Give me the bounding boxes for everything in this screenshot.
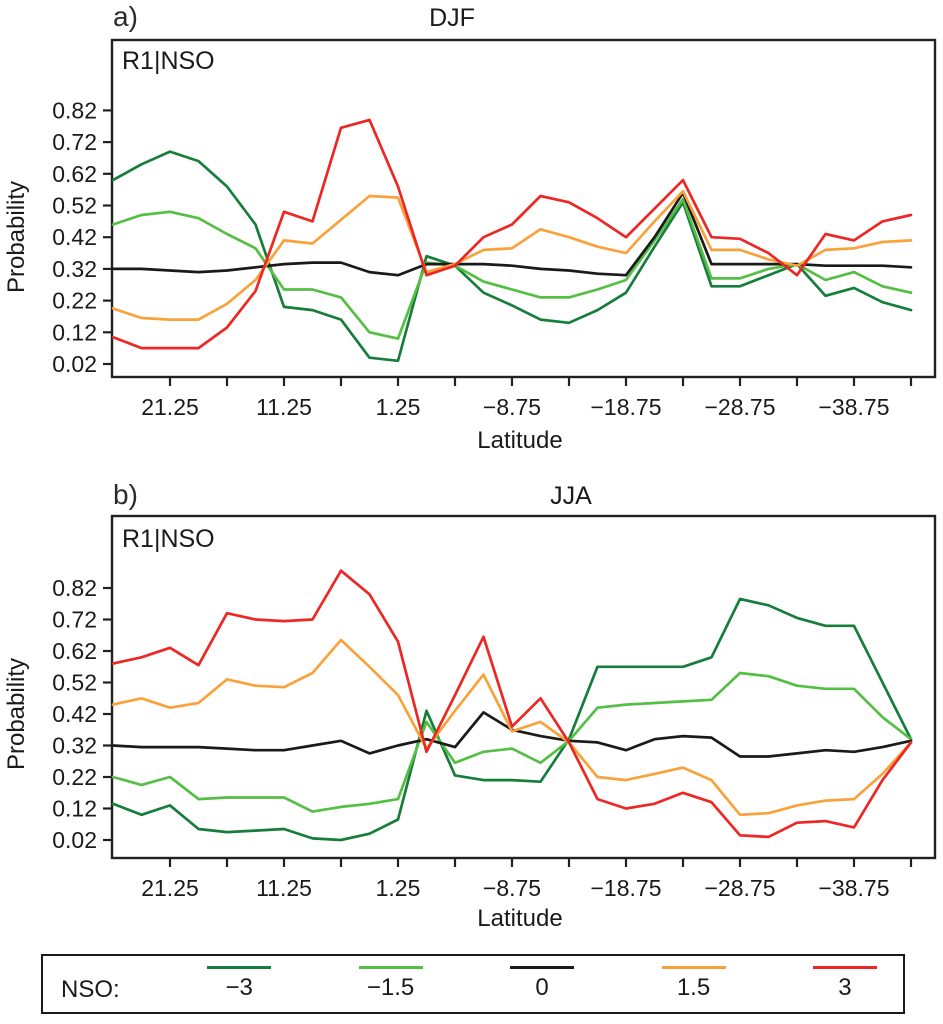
x-tick-label: 21.25 <box>141 394 199 420</box>
x-tick-label: 1.25 <box>376 394 421 420</box>
panel-b-xlabel: Latitude <box>477 905 563 932</box>
x-tick-label: −28.75 <box>705 394 776 420</box>
legend-swatch-1 <box>358 966 423 969</box>
legend-label-1: −1.5 <box>366 974 415 1001</box>
panel-a-corner-label: a) <box>113 1 138 32</box>
y-tick-label: 0.22 <box>52 288 97 314</box>
y-tick-label: 0.12 <box>52 319 97 345</box>
panel-b-chart: 0.02 0.12 0.22 0.32 0.42 0.52 0.62 0.72 0.82 21.2… <box>52 514 937 901</box>
panel-b-annotation: R1|NSO <box>122 525 215 553</box>
y-tick-label: 0.52 <box>52 670 97 696</box>
x-tick-label: −38.75 <box>819 394 890 420</box>
series-line-NSO0 <box>111 191 913 277</box>
series-line-NSO1.5 <box>111 671 913 813</box>
series-line-NSO3 <box>111 118 913 350</box>
y-tick-label: 0.72 <box>52 607 97 633</box>
y-tick-label: 0.62 <box>52 638 97 664</box>
panel-a-title: DJF <box>429 4 475 32</box>
x-tick-label: 11.25 <box>256 875 312 901</box>
y-tick-label: 0.62 <box>52 161 97 187</box>
panel-b-corner-label: b) <box>113 479 138 510</box>
series-line-NSO3 <box>111 569 913 839</box>
legend-label-2: 0 <box>535 974 549 1001</box>
y-tick-label: 0.22 <box>52 764 97 790</box>
legend-swatch-3 <box>661 966 726 969</box>
legend-item-4: 3 <box>812 966 877 1002</box>
x-tick-label: −28.75 <box>705 875 776 901</box>
series-line-NSO1.5 <box>111 197 913 340</box>
y-tick-label: 0.42 <box>52 701 97 727</box>
y-tick-label: 0.12 <box>52 796 97 822</box>
series-line-NSO3 <box>111 597 913 842</box>
series-line-NSO1.5 <box>111 189 913 321</box>
y-tick-label: 0.82 <box>52 97 97 123</box>
x-tick-label: −8.75 <box>483 394 541 420</box>
y-tick-label: 0.32 <box>52 256 97 282</box>
legend-swatch-2 <box>510 966 575 969</box>
legend-item-1: −1.5 <box>358 966 423 1002</box>
y-tick-label: 0.32 <box>52 733 97 759</box>
x-tick-label: 21.25 <box>141 875 199 901</box>
legend-item-2: 0 <box>510 966 575 1002</box>
legend: NSO: −3 −1.5 0 1.5 3 <box>41 954 905 1014</box>
y-tick-label: 0.42 <box>52 224 97 250</box>
legend-label-0: −3 <box>225 974 253 1001</box>
x-tick-label: −38.75 <box>819 875 890 901</box>
legend-swatch-4 <box>812 966 877 969</box>
legend-swatch-0 <box>207 966 272 969</box>
x-tick-label: 1.25 <box>376 875 421 901</box>
x-tick-label: 11.25 <box>256 394 312 420</box>
y-tick-label: 0.72 <box>52 129 97 155</box>
y-tick-label: 0.02 <box>52 827 97 853</box>
panel-a-chart: 0.02 0.12 0.22 0.32 0.42 0.52 0.62 0.72 0.82 21.2… <box>52 38 937 420</box>
series-line-NSO3 <box>111 150 913 363</box>
x-tick-label: −18.75 <box>591 875 662 901</box>
y-tick-label: 0.02 <box>52 351 97 377</box>
legend-label-3: 1.5 <box>676 974 711 1001</box>
legend-label-4: 3 <box>838 974 852 1001</box>
panel-a-xlabel: Latitude <box>477 427 563 454</box>
x-tick-label: −18.75 <box>591 394 662 420</box>
y-tick-label: 0.82 <box>52 575 97 601</box>
series-line-NSO1.5 <box>111 638 913 817</box>
x-tick-label: −8.75 <box>483 875 541 901</box>
panel-b-title: JJA <box>550 482 592 510</box>
panel-a-annotation: R1|NSO <box>122 47 215 75</box>
legend-prefix: NSO: <box>61 976 120 1003</box>
plot-border <box>110 38 937 379</box>
legend-item-3: 1.5 <box>661 966 726 1002</box>
y-tick-label: 0.52 <box>52 193 97 219</box>
plot-border <box>110 514 937 860</box>
legend-item-0: −3 <box>207 966 272 1002</box>
